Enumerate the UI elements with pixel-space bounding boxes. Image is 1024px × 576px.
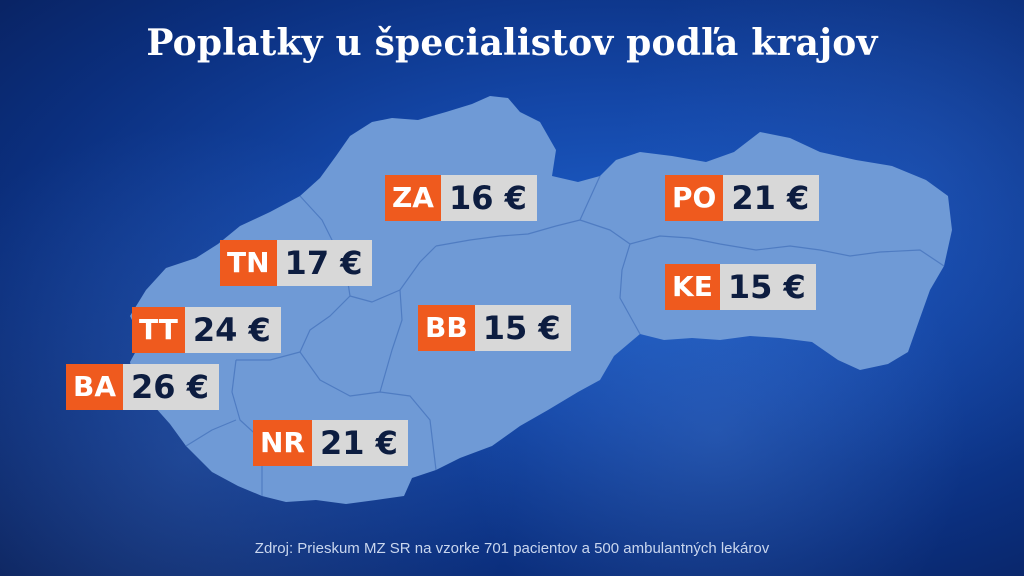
page-title: Poplatky u špecialistov podľa krajov bbox=[146, 22, 878, 64]
region-fee: 15 € bbox=[719, 264, 816, 310]
region-fee: 24 € bbox=[184, 307, 281, 353]
region-code: NR bbox=[253, 420, 312, 466]
region-code: TT bbox=[132, 307, 185, 353]
region-code: KE bbox=[665, 264, 720, 310]
region-fee: 21 € bbox=[723, 175, 820, 221]
region-fee: 17 € bbox=[276, 240, 373, 286]
region-code: BA bbox=[66, 364, 124, 410]
source-note: Zdroj: Prieskum MZ SR na vzorke 701 paci… bbox=[254, 540, 770, 557]
region-label-za: ZA 16 € bbox=[385, 175, 537, 221]
region-label-ba: BA 26 € bbox=[66, 364, 219, 410]
region-label-tn: TN 17 € bbox=[220, 240, 373, 286]
region-fee: 26 € bbox=[123, 364, 219, 410]
region-label-bb: BB 15 € bbox=[418, 305, 571, 351]
region-code: PO bbox=[665, 175, 724, 221]
region-label-tt: TT 24 € bbox=[132, 307, 281, 353]
region-code: BB bbox=[418, 305, 475, 351]
region-code: TN bbox=[220, 240, 277, 286]
region-label-po: PO 21 € bbox=[665, 175, 820, 221]
region-fee: 21 € bbox=[312, 420, 408, 466]
region-fee: 16 € bbox=[440, 175, 537, 221]
region-label-nr: NR 21 € bbox=[253, 420, 408, 466]
region-code: ZA bbox=[385, 175, 441, 221]
region-label-ke: KE 15 € bbox=[665, 264, 816, 310]
region-borders bbox=[185, 175, 945, 496]
region-fee: 15 € bbox=[474, 305, 571, 351]
